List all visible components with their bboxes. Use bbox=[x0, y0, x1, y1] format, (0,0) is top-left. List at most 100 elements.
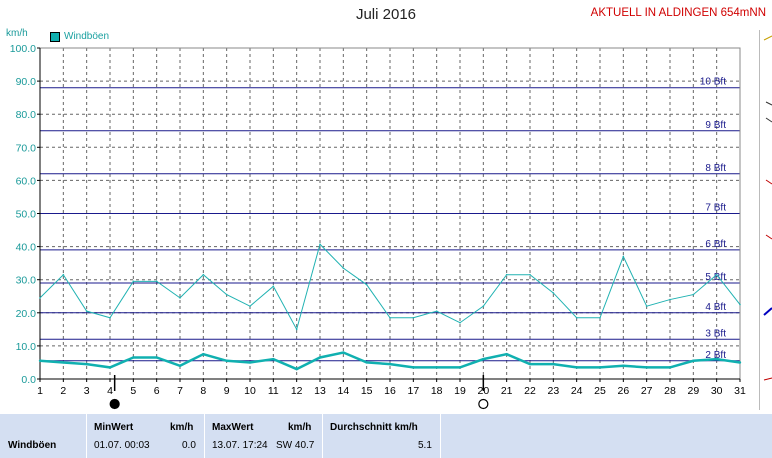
beaufort-label: 3 Bft bbox=[705, 328, 726, 339]
y-axis-unit: km/h bbox=[6, 28, 28, 39]
x-tick-label: 2 bbox=[60, 385, 66, 397]
max-dir-value: SW 40.7 bbox=[276, 440, 315, 451]
data-point-average bbox=[202, 352, 205, 356]
data-point-average bbox=[692, 359, 695, 362]
data-point-windboeen bbox=[599, 316, 601, 319]
data-point-windboeen bbox=[529, 273, 531, 276]
y-tick-label: 20.0 bbox=[16, 308, 37, 320]
station-label: AKTUELL IN ALDINGEN 654mNN bbox=[590, 7, 766, 19]
stats-avg-cell: Durchschnitt km/h 5.1 bbox=[322, 414, 441, 458]
data-point-windboeen bbox=[109, 316, 111, 319]
data-point-windboeen bbox=[412, 316, 415, 319]
data-point-windboeen bbox=[225, 293, 228, 296]
beaufort-label: 8 Bft bbox=[705, 163, 726, 174]
data-point-windboeen bbox=[272, 285, 275, 288]
data-point-windboeen bbox=[179, 297, 181, 299]
beaufort-label: 2 Bft bbox=[705, 350, 726, 361]
x-tick-label: 12 bbox=[291, 385, 303, 397]
beaufort-label: 9 Bft bbox=[705, 120, 726, 131]
x-tick-label: 13 bbox=[314, 385, 326, 397]
data-point-average bbox=[295, 367, 298, 371]
data-point-windboeen bbox=[365, 283, 368, 286]
data-point-average bbox=[575, 366, 578, 369]
data-point-windboeen bbox=[622, 255, 625, 258]
x-tick-label: 11 bbox=[268, 385, 279, 397]
x-tick-label: 31 bbox=[734, 385, 746, 397]
x-tick-label: 15 bbox=[361, 385, 373, 397]
legend[interactable]: Windböen bbox=[50, 31, 109, 42]
data-point-windboeen bbox=[295, 328, 298, 331]
x-tick-label: 22 bbox=[524, 385, 536, 397]
stats-min-cell: MinWert km/h 01.07. 00:03 0.0 bbox=[86, 414, 205, 458]
data-point-average bbox=[645, 366, 648, 369]
beaufort-label: 6 Bft bbox=[705, 239, 726, 250]
side-scale-marks bbox=[763, 35, 772, 381]
beaufort-label: 10 Bft bbox=[700, 77, 726, 88]
x-tick-label: 6 bbox=[154, 385, 160, 397]
min-value: 0.0 bbox=[182, 440, 196, 451]
x-tick-label: 8 bbox=[200, 385, 206, 397]
data-point-average bbox=[155, 356, 158, 359]
data-point-windboeen bbox=[249, 305, 251, 307]
data-point-windboeen bbox=[389, 316, 391, 319]
x-tick-label: 30 bbox=[711, 385, 723, 397]
data-point-windboeen bbox=[505, 273, 508, 276]
x-tick-label: 1 bbox=[37, 385, 43, 397]
x-tick-label: 17 bbox=[407, 385, 419, 397]
stats-max-cell: MaxWert km/h 13.07. 17:24 SW 40.7 bbox=[204, 414, 323, 458]
y-tick-label: 60.0 bbox=[16, 175, 37, 187]
x-tick-label: 4 bbox=[107, 385, 113, 397]
data-point-windboeen bbox=[459, 321, 461, 324]
data-point-average bbox=[85, 362, 88, 366]
max-header: MaxWert bbox=[212, 422, 254, 433]
data-point-windboeen bbox=[319, 243, 321, 246]
data-point-windboeen bbox=[202, 273, 205, 276]
y-tick-label: 50.0 bbox=[16, 209, 37, 221]
min-unit: km/h bbox=[170, 422, 194, 433]
data-point-average bbox=[458, 366, 462, 369]
legend-label: Windböen bbox=[64, 31, 110, 42]
x-tick-label: 26 bbox=[617, 385, 629, 397]
x-tick-label: 5 bbox=[130, 385, 136, 397]
x-tick-label: 3 bbox=[84, 385, 90, 397]
stats-label-cell: Windböen bbox=[0, 414, 87, 458]
beaufort-label: 5 Bft bbox=[705, 272, 726, 283]
stats-row-label: Windböen bbox=[8, 440, 57, 451]
data-point-windboeen bbox=[39, 297, 41, 299]
y-tick-label: 40.0 bbox=[16, 242, 37, 254]
data-point-windboeen bbox=[575, 316, 578, 319]
chart-title: Juli 2016 bbox=[355, 6, 417, 23]
beaufort-label: 4 Bft bbox=[705, 302, 726, 313]
x-tick-label: 10 bbox=[244, 385, 256, 397]
data-point-average bbox=[435, 366, 438, 369]
data-point-average bbox=[248, 361, 252, 364]
data-point-windboeen bbox=[342, 267, 345, 269]
data-point-windboeen bbox=[692, 293, 695, 296]
x-tick-label: 25 bbox=[594, 385, 606, 397]
legend-swatch-icon bbox=[50, 31, 60, 42]
data-point-average bbox=[318, 356, 322, 359]
x-tick-label: 23 bbox=[547, 385, 559, 397]
x-tick-label: 18 bbox=[431, 385, 443, 397]
series-line-windboeen bbox=[39, 243, 741, 331]
data-point-windboeen bbox=[482, 305, 485, 307]
data-point-average bbox=[715, 357, 718, 361]
y-tick-label: 100.0 bbox=[10, 43, 36, 55]
data-point-windboeen bbox=[435, 310, 438, 312]
max-date: 13.07. 17:24 bbox=[212, 440, 268, 451]
data-point-average bbox=[668, 366, 672, 369]
x-tick-label: 21 bbox=[501, 385, 513, 397]
min-date: 01.07. 00:03 bbox=[94, 440, 150, 451]
data-point-average bbox=[622, 364, 625, 367]
data-point-average bbox=[272, 357, 275, 361]
x-tick-label: 24 bbox=[571, 385, 583, 397]
max-unit: km/h bbox=[288, 422, 312, 433]
x-tick-label: 27 bbox=[641, 385, 653, 397]
x-tick-label: 29 bbox=[687, 385, 699, 397]
x-tick-label: 9 bbox=[224, 385, 230, 397]
data-point-windboeen bbox=[62, 273, 65, 276]
data-point-average bbox=[342, 351, 345, 354]
x-tick-label: 28 bbox=[664, 385, 676, 397]
x-tick-label: 16 bbox=[384, 385, 396, 397]
data-point-average bbox=[738, 361, 742, 364]
